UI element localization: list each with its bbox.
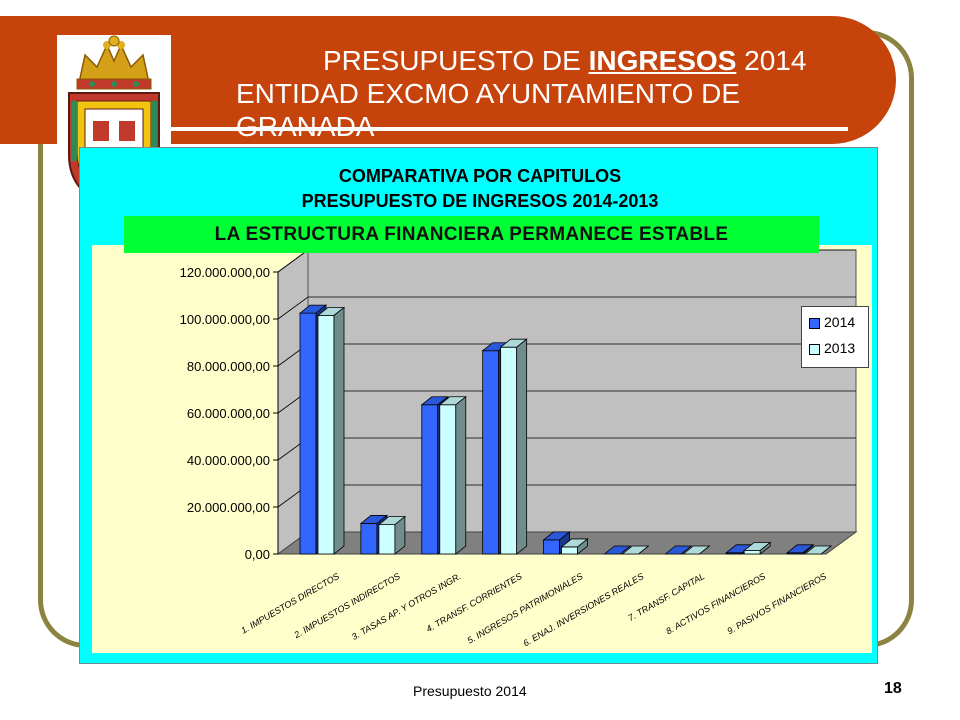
chart-title-line-2: PRESUPUESTO DE INGRESOS 2014-2013 [301,191,659,211]
bar-2014 [482,350,500,555]
bar-side-2014 [620,545,631,555]
title-line-1: PRESUPUESTO DE INGRESOS 2014 [236,44,876,77]
title-suffix: 2014 [736,45,807,76]
bar-side-2013 [638,545,649,555]
bar-side-2013 [820,545,832,555]
bar-2014 [299,312,317,555]
bar-side-2014 [802,543,814,555]
bar-2014 [360,523,378,555]
header-divider [170,127,848,131]
bar-side-2013 [577,538,588,555]
y-tick-label: 0,00 [245,547,270,562]
footer-text: Presupuesto 2014 [413,683,527,699]
bar-side-2014 [681,545,692,555]
bar-2014 [421,404,439,555]
bar-side-2013 [699,545,710,555]
x-category-label: 4. TRANSF. CORRIENTES [424,571,523,634]
title-prefix: PRESUPUESTO DE [323,45,589,76]
legend-swatch-2013 [809,343,820,355]
y-tick-label: 120.000.000,00 [180,265,270,280]
bar-2014 [543,539,560,555]
x-category-label: 5. INGRESOS PATRIMONIALES [465,571,584,646]
x-category-label: 3. TASAS AP. Y OTROS INGR. [350,571,463,642]
gridline [277,296,856,320]
bar-2013 [743,550,761,555]
bar-2013 [439,404,457,555]
legend-label-2014: 2014 [824,314,856,330]
bar-side-2013 [759,541,771,555]
key-message-banner: LA ESTRUCTURA FINANCIERA PERMANECE ESTAB… [124,216,819,253]
legend-item-2014: 2014 [809,314,855,330]
legend-item-2013: 2013 [809,340,855,356]
title-highlight: INGRESOS [588,45,737,76]
x-category-label: 8. ACTIVOS FINANCIEROS [664,571,767,636]
bar-side-2013 [333,306,345,555]
legend-swatch-2014 [809,317,820,329]
bar-side-2013 [516,338,528,555]
y-tick-label: 20.000.000,00 [187,500,270,515]
chart-title-line-1: COMPARATIVA POR CAPITULOS [338,166,622,186]
x-category-label: 6. ENAJ. INVERSIONES REALES [521,571,645,648]
chart-legend: 2014 2013 [801,306,869,368]
title-line-2: ENTIDAD EXCMO AYUNTAMIENTO DE GRANADA [236,78,741,142]
y-tick-label: 80.000.000,00 [187,359,270,374]
bar-2013 [317,315,335,555]
y-tick-label: 60.000.000,00 [187,406,270,421]
bar-2013 [500,346,518,555]
page-number: 18 [884,680,902,697]
legend-label-2013: 2013 [824,340,856,356]
bar-side-2013 [394,515,406,555]
x-category-label: 9. PASIVOS FINANCIEROS [725,571,828,636]
bar-2013 [561,546,578,555]
x-category-label: 2. IMPUESTOS INDIRECTOS [291,571,401,641]
slide-title: PRESUPUESTO DE INGRESOS 2014 ENTIDAD EXC… [236,44,876,143]
bar-side-2013 [455,395,467,555]
y-tick-label: 40.000.000,00 [187,453,270,468]
y-tick-label: 100.000.000,00 [180,312,270,327]
bar-2013 [378,524,396,555]
x-category-label: 1. IMPUESTOS DIRECTOS [239,571,341,636]
